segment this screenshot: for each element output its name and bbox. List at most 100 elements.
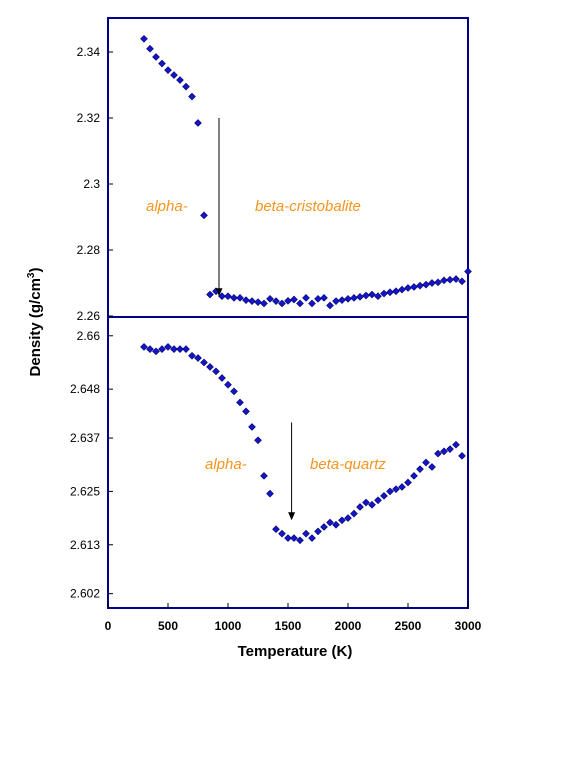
bottom-data-point [248, 423, 256, 431]
top-data-point [266, 295, 274, 303]
bottom-data-point [302, 529, 310, 538]
top-y-tick-label: 2.34 [77, 45, 101, 59]
top-data-point [290, 295, 298, 304]
top-data-point [332, 297, 340, 305]
bottom-data-point [140, 343, 148, 351]
bottom-data-point [416, 465, 424, 473]
bottom-data-point [296, 536, 304, 545]
top-data-point [242, 296, 250, 304]
bottom-data-point [164, 343, 172, 351]
top-data-point [374, 292, 382, 301]
top-data-point [392, 287, 400, 296]
bottom-y-ticks: 2.602 2.613 2.625 2.637 2.648 2.66 [70, 329, 113, 601]
bottom-data-point [452, 440, 460, 449]
x-tick-label: 3000 [455, 619, 482, 633]
bottom-data-point [170, 345, 178, 353]
bottom-data-point [188, 351, 196, 360]
top-data-point [140, 34, 148, 43]
top-y-tick-label: 2.3 [83, 177, 100, 191]
top-data-point [218, 292, 226, 301]
bottom-data-point [386, 487, 394, 496]
bottom-data-point [212, 367, 220, 376]
bottom-data-point [392, 485, 400, 494]
top-data-point [200, 211, 208, 220]
top-data-point [194, 119, 202, 127]
quartz-panel: 2.602 2.613 2.625 2.637 2.648 2.66 alpha- bet… [70, 329, 466, 601]
bottom-data-point [380, 492, 388, 500]
bottom-data-point [332, 520, 340, 529]
top-data-point [422, 280, 430, 289]
x-tick-label: 2500 [395, 619, 422, 633]
top-data-point [182, 82, 190, 91]
top-y-tick-label: 2.32 [77, 111, 101, 125]
bottom-annotation-alpha: alpha- [205, 456, 247, 473]
top-data-point [236, 294, 244, 302]
bottom-data-point [458, 452, 466, 460]
bottom-y-tick-label: 2.625 [70, 484, 100, 498]
bottom-data-point [194, 354, 202, 362]
bottom-data-point [230, 387, 238, 396]
top-data-point [164, 66, 172, 74]
bottom-y-tick-label: 2.637 [70, 431, 100, 445]
top-data-point [428, 279, 436, 287]
top-annotation-beta: beta-cristobalite [255, 198, 361, 215]
bottom-data-point [440, 447, 448, 456]
bottom-y-tick-label: 2.648 [70, 382, 100, 396]
top-data-point [368, 290, 376, 299]
top-data-point [386, 288, 394, 297]
x-tick-label: 1500 [275, 619, 302, 633]
bottom-y-tick-label: 2.613 [70, 538, 100, 552]
bottom-data-point [374, 496, 382, 505]
bottom-data-point [428, 463, 436, 471]
bottom-data-point [218, 374, 226, 382]
bottom-data-point [446, 445, 454, 453]
top-data-point [362, 291, 370, 300]
bottom-data-point [260, 472, 268, 480]
top-data-point [314, 295, 322, 303]
top-y-ticks: 2.26 2.28 2.3 2.32 2.34 [77, 45, 113, 323]
top-data-point [458, 277, 466, 286]
bottom-data-point [272, 525, 280, 534]
bottom-data-point [314, 527, 322, 536]
top-data-point [224, 292, 232, 301]
top-annotation-alpha: alpha- [146, 198, 188, 215]
top-data-point [260, 299, 268, 308]
top-data-point [404, 284, 412, 292]
top-data-point [254, 298, 262, 306]
bottom-data-point [434, 449, 442, 458]
cristobalite-panel: 2.26 2.28 2.3 2.32 2.34 alpha- beta-cristoba… [77, 34, 472, 323]
bottom-data-point [290, 534, 298, 542]
plot-frame [107, 17, 469, 609]
bottom-data-point [254, 436, 262, 445]
bottom-data-point [320, 523, 328, 531]
bottom-data-point [206, 363, 214, 371]
bottom-data-point [278, 529, 286, 538]
bottom-data-point [338, 516, 346, 525]
top-data-point [446, 275, 454, 284]
top-data-point [308, 299, 316, 308]
bottom-data-point [398, 483, 406, 491]
bottom-data-points [140, 343, 466, 545]
bottom-data-point [284, 534, 292, 542]
bottom-data-point [200, 358, 208, 367]
bottom-data-point [152, 347, 160, 356]
bottom-data-point [158, 345, 166, 353]
top-data-points [140, 34, 472, 310]
top-data-point [380, 289, 388, 298]
top-data-point [344, 295, 352, 303]
top-data-point [350, 294, 358, 302]
top-data-point [410, 283, 418, 291]
top-data-point [248, 297, 256, 305]
bottom-arrowhead [288, 512, 296, 521]
x-axis-title: Temperature (K) [238, 643, 353, 660]
x-axis-ticks: 0 500 1000 1500 2000 2500 3000 [105, 603, 482, 633]
bottom-data-point [176, 345, 184, 353]
top-y-tick-label: 2.26 [77, 309, 101, 323]
bottom-data-point [182, 345, 190, 353]
top-data-point [320, 294, 328, 302]
bottom-data-point [326, 518, 334, 527]
bottom-data-point [266, 489, 274, 498]
bottom-data-point [356, 503, 364, 511]
bottom-data-point [410, 472, 418, 480]
